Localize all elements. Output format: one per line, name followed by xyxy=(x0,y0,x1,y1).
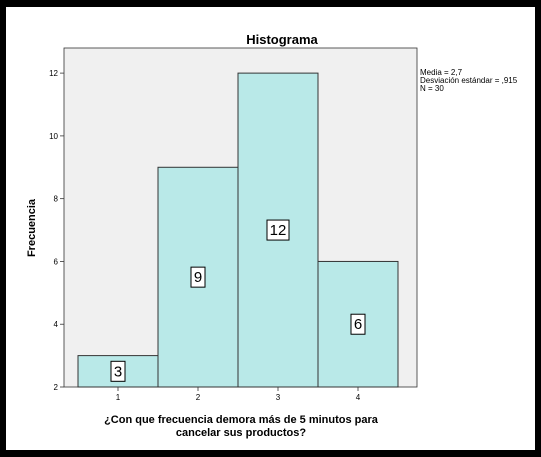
y-axis: 2 4 6 8 10 12 xyxy=(49,69,64,392)
y-tick-label: 4 xyxy=(54,320,59,329)
y-tick-label: 6 xyxy=(54,257,59,266)
stat-mean: Media = 2,7 xyxy=(420,68,463,77)
y-tick-label: 12 xyxy=(49,69,58,78)
data-label-box xyxy=(110,360,126,382)
stat-n: N = 30 xyxy=(420,84,444,93)
data-label: 3 xyxy=(114,363,122,380)
data-label-box xyxy=(350,313,366,335)
x-tick-label: 2 xyxy=(196,393,201,402)
y-axis-title: Frecuencia xyxy=(26,198,38,257)
y-tick-label: 2 xyxy=(54,383,59,392)
y-tick-label: 8 xyxy=(54,195,59,204)
x-axis-title-line-2: cancelar sus productos? xyxy=(176,427,306,439)
x-tick-label: 4 xyxy=(356,393,361,402)
data-label-box xyxy=(190,266,206,288)
data-label: 9 xyxy=(194,269,202,286)
y-tick-label: 10 xyxy=(49,132,58,141)
chart-title: Histograma xyxy=(246,32,318,47)
bar-labels-group: 3 9 12 6 xyxy=(110,219,366,382)
stat-std-dev: Desviación estándar = ,915 xyxy=(420,76,518,85)
x-axis: 1 2 3 4 xyxy=(116,387,361,402)
data-label: 12 xyxy=(270,222,287,239)
x-axis-title-line-1: ¿Con que frecuencia demora más de 5 minu… xyxy=(104,414,379,426)
stats-box: Media = 2,7 Desviación estándar = ,915 N… xyxy=(420,68,518,93)
x-tick-label: 1 xyxy=(116,393,121,402)
x-tick-label: 3 xyxy=(276,393,281,402)
data-label: 6 xyxy=(354,316,362,333)
data-label-box xyxy=(266,219,290,241)
